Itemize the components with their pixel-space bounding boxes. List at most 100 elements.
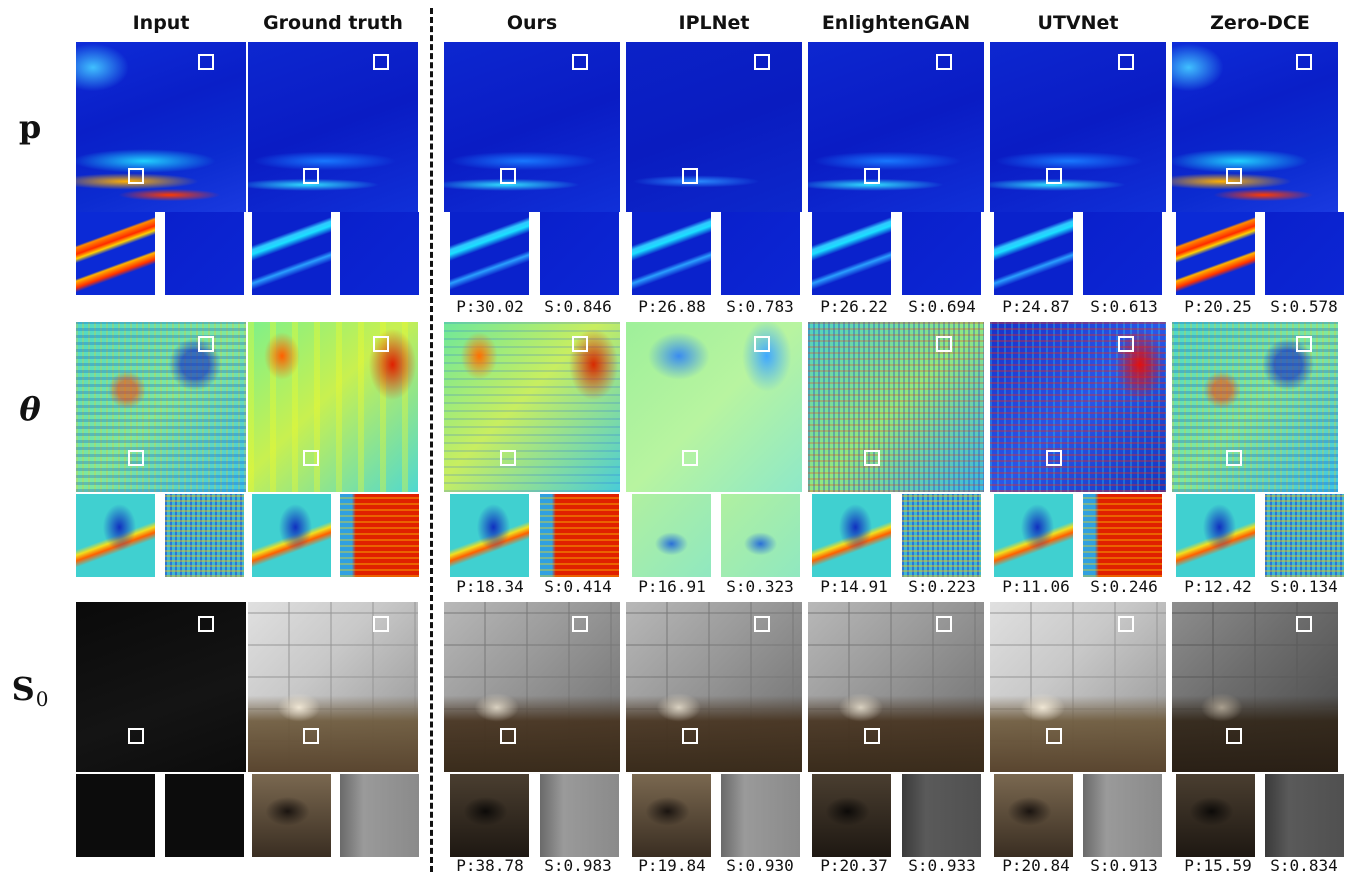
- crop-s0-ground-truth-b: [340, 774, 419, 857]
- image-theta-input: [76, 322, 246, 492]
- image-theta-ours: [444, 322, 620, 492]
- crop-theta-zero-dce-a: [1176, 494, 1255, 577]
- metric-ssim-theta-zero-dce: S:0.134: [1270, 577, 1338, 596]
- crop-s0-enlightengan-a: [812, 774, 891, 857]
- zoom-box-top: [1118, 616, 1134, 632]
- metric-ssim-s0-iplnet: S:0.930: [726, 856, 794, 875]
- metric-psnr-theta-enlightengan: P:14.91: [820, 577, 888, 596]
- zoom-box-top: [936, 336, 952, 352]
- metric-psnr-s0-zero-dce: P:15.59: [1184, 856, 1252, 875]
- metric-psnr-p-utvnet: P:24.87: [1002, 297, 1070, 316]
- zoom-box-top: [936, 54, 952, 70]
- zoom-box-top: [1296, 336, 1312, 352]
- metric-ssim-p-iplnet: S:0.783: [726, 297, 794, 316]
- crop-p-iplnet-b: [721, 212, 800, 295]
- crop-s0-zero-dce-a: [1176, 774, 1255, 857]
- crop-theta-ours-a: [450, 494, 529, 577]
- metric-psnr-s0-utvnet: P:20.84: [1002, 856, 1070, 875]
- metric-psnr-theta-iplnet: P:16.91: [638, 577, 706, 596]
- image-theta-ground-truth: [248, 322, 418, 492]
- crop-p-enlightengan-a: [812, 212, 891, 295]
- metric-psnr-p-zero-dce: P:20.25: [1184, 297, 1252, 316]
- image-s0-input: [76, 602, 246, 772]
- zoom-box-bottom: [1046, 168, 1062, 184]
- crop-theta-utvnet-b: [1083, 494, 1162, 577]
- column-header-input: Input: [132, 12, 190, 34]
- image-theta-zero-dce: [1172, 322, 1338, 492]
- crop-s0-input-b: [165, 774, 244, 857]
- crop-theta-enlightengan-a: [812, 494, 891, 577]
- image-p-iplnet: [626, 42, 802, 212]
- zoom-box-bottom: [1226, 168, 1242, 184]
- zoom-box-bottom: [1226, 450, 1242, 466]
- zoom-box-top: [572, 616, 588, 632]
- crop-p-iplnet-a: [632, 212, 711, 295]
- zoom-box-bottom: [682, 168, 698, 184]
- image-s0-iplnet: [626, 602, 802, 772]
- zoom-box-top: [936, 616, 952, 632]
- crop-theta-ours-b: [540, 494, 619, 577]
- zoom-box-bottom: [128, 168, 144, 184]
- crop-theta-ground-truth-b: [340, 494, 419, 577]
- metric-psnr-theta-ours: P:18.34: [456, 577, 524, 596]
- crop-p-enlightengan-b: [902, 212, 981, 295]
- column-header-ground-truth: Ground truth: [263, 12, 403, 34]
- metric-ssim-s0-ours: S:0.983: [544, 856, 612, 875]
- zoom-box-top: [1296, 616, 1312, 632]
- metric-psnr-s0-iplnet: P:19.84: [638, 856, 706, 875]
- crop-p-zero-dce-a: [1176, 212, 1255, 295]
- crop-theta-input-b: [165, 494, 244, 577]
- metric-psnr-s0-ours: P:38.78: [456, 856, 524, 875]
- metric-psnr-p-iplnet: P:26.88: [638, 297, 706, 316]
- crop-theta-input-a: [76, 494, 155, 577]
- crop-theta-utvnet-a: [994, 494, 1073, 577]
- image-s0-zero-dce: [1172, 602, 1338, 772]
- column-header-ours: Ours: [506, 12, 558, 34]
- metric-ssim-p-enlightengan: S:0.694: [908, 297, 976, 316]
- crop-p-ours-b: [540, 212, 619, 295]
- zoom-box-bottom: [1046, 450, 1062, 466]
- crop-p-utvnet-a: [994, 212, 1073, 295]
- zoom-box-top: [198, 616, 214, 632]
- crop-s0-iplnet-b: [721, 774, 800, 857]
- crop-p-zero-dce-b: [1265, 212, 1344, 295]
- zoom-box-top: [373, 336, 389, 352]
- crop-s0-iplnet-a: [632, 774, 711, 857]
- image-s0-utvnet: [990, 602, 1166, 772]
- crop-p-ground-truth-b: [340, 212, 419, 295]
- zoom-box-top: [1118, 336, 1134, 352]
- metric-ssim-p-utvnet: S:0.613: [1090, 297, 1158, 316]
- crop-s0-zero-dce-b: [1265, 774, 1344, 857]
- crop-s0-enlightengan-b: [902, 774, 981, 857]
- column-header-utvnet: UTVNet: [1037, 12, 1119, 34]
- image-p-zero-dce: [1172, 42, 1338, 212]
- metric-ssim-theta-ours: S:0.414: [544, 577, 612, 596]
- metric-psnr-p-ours: P:30.02: [456, 297, 524, 316]
- crop-s0-ours-a: [450, 774, 529, 857]
- zoom-box-top: [198, 336, 214, 352]
- zoom-box-top: [754, 336, 770, 352]
- crop-p-ours-a: [450, 212, 529, 295]
- metric-ssim-theta-enlightengan: S:0.223: [908, 577, 976, 596]
- image-p-ours: [444, 42, 620, 212]
- zoom-box-top: [373, 616, 389, 632]
- metric-psnr-theta-zero-dce: P:12.42: [1184, 577, 1252, 596]
- crop-s0-utvnet-b: [1083, 774, 1162, 857]
- metric-psnr-s0-enlightengan: P:20.37: [820, 856, 888, 875]
- zoom-box-bottom: [864, 450, 880, 466]
- metric-psnr-p-enlightengan: P:26.22: [820, 297, 888, 316]
- zoom-box-top: [754, 54, 770, 70]
- column-header-zero-dce: Zero-DCE: [1210, 12, 1310, 34]
- crop-theta-ground-truth-a: [252, 494, 331, 577]
- zoom-box-bottom: [500, 450, 516, 466]
- crop-s0-utvnet-a: [994, 774, 1073, 857]
- zoom-box-top: [373, 54, 389, 70]
- metric-psnr-theta-utvnet: P:11.06: [1002, 577, 1070, 596]
- zoom-box-bottom: [1046, 728, 1062, 744]
- crop-p-ground-truth-a: [252, 212, 331, 295]
- metric-ssim-s0-enlightengan: S:0.933: [908, 856, 976, 875]
- zoom-box-bottom: [303, 728, 319, 744]
- metric-ssim-theta-iplnet: S:0.323: [726, 577, 794, 596]
- image-s0-enlightengan: [808, 602, 984, 772]
- zoom-box-bottom: [1226, 728, 1242, 744]
